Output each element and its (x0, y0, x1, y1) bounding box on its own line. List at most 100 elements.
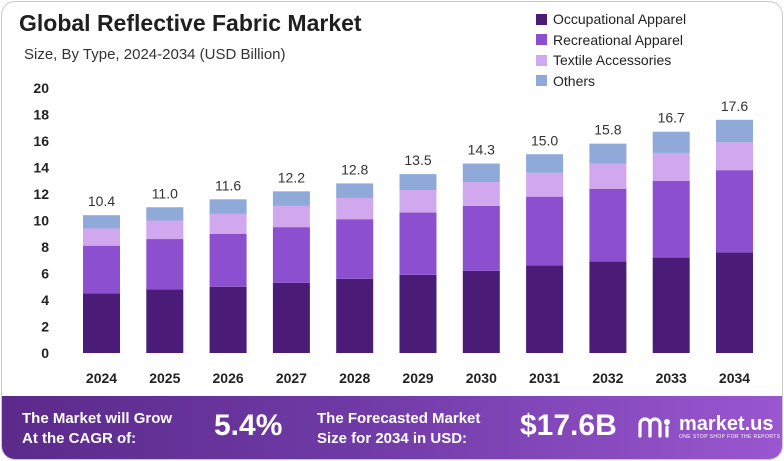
bar-total-label: 17.6 (721, 98, 748, 114)
legend-item-occupational: Occupational Apparel (536, 9, 686, 30)
bar-segment-recreational-apparel (146, 239, 184, 290)
bar-segment-textile-accessories (146, 220, 184, 240)
bar-segment-textile-accessories (272, 205, 310, 228)
bar-total-label: 13.5 (404, 152, 431, 168)
bar-total-label: 15.0 (531, 132, 558, 148)
chart-subtitle: Size, By Type, 2024-2034 (USD Billion) (24, 46, 286, 63)
x-tick-label: 2027 (276, 370, 307, 386)
bar-segment-textile-accessories (209, 213, 247, 234)
chart-title: Global Reflective Fabric Market (19, 10, 362, 36)
legend-swatch-recreational (536, 34, 547, 46)
legend-swatch-textile (536, 54, 547, 66)
legend-item-others: Others (536, 71, 686, 92)
chart-plot: 0 2 4 6 8 10 12 14 16 18 20 10.4 2024 11.0 2025 11.6 202… (33, 80, 753, 386)
x-tick-label: 2033 (656, 370, 687, 386)
bar-segment-occupational-apparel (716, 252, 753, 353)
y-tick-label: 8 (41, 239, 49, 255)
bar-segment-occupational-apparel (209, 286, 247, 353)
brand-tagline: ONE STOP SHOP FOR THE REPORTS (679, 434, 781, 440)
y-tick-label: 14 (33, 160, 49, 176)
x-tick-label: 2026 (213, 370, 244, 386)
bar-total-label: 11.6 (215, 177, 241, 193)
bar-segment-recreational-apparel (652, 180, 690, 258)
legend: Occupational Apparel Recreational Appare… (536, 9, 686, 91)
bar-segment-occupational-apparel (526, 265, 564, 353)
bar-segment-occupational-apparel (146, 289, 184, 353)
cagr-label-line-1: The Market will Grow (22, 410, 173, 427)
bar-total-label: 10.4 (88, 193, 115, 209)
bar-segment-recreational-apparel (589, 188, 627, 262)
y-tick-label: 20 (33, 80, 49, 96)
bar-segment-others (336, 183, 374, 198)
bar-segment-others (399, 174, 437, 191)
bar-total-label: 12.8 (341, 161, 368, 177)
bar-total-label: 14.3 (468, 142, 495, 158)
bar-total-label: 16.7 (658, 110, 685, 126)
brand-name: market.us (679, 413, 774, 435)
cagr-label: The Market will Grow At the CAGR of: (22, 409, 172, 449)
bar-segment-occupational-apparel (652, 257, 690, 353)
bar-segment-recreational-apparel (209, 233, 247, 287)
legend-item-recreational: Recreational Apparel (536, 30, 686, 51)
bar-segment-textile-accessories (83, 228, 120, 246)
bar-segment-others (146, 207, 184, 221)
footer-banner: The Market will Grow At the CAGR of: 5.4… (2, 396, 782, 459)
bar-segment-others (83, 215, 120, 229)
x-tick-label: 2029 (402, 370, 433, 386)
x-tick-label: 2030 (466, 370, 497, 386)
bar-segment-others (462, 163, 500, 183)
y-tick-label: 12 (33, 186, 49, 202)
legend-label: Occupational Apparel (553, 11, 687, 28)
x-tick-label: 2032 (592, 370, 623, 386)
bar-segment-textile-accessories (526, 172, 564, 197)
bar-segment-occupational-apparel (462, 270, 500, 353)
bar-segment-recreational-apparel (83, 245, 120, 294)
bar-segment-occupational-apparel (83, 293, 120, 353)
legend-label: Others (553, 72, 596, 89)
bar-segment-occupational-apparel (336, 278, 374, 353)
legend-swatch-occupational (536, 13, 547, 25)
bar-segment-occupational-apparel (272, 282, 310, 353)
market-us-logo-icon (638, 417, 670, 438)
legend-label: Recreational Apparel (553, 31, 683, 48)
bar-segment-occupational-apparel (589, 261, 627, 353)
x-tick-label: 2028 (339, 370, 370, 386)
bar-segment-recreational-apparel (462, 205, 500, 271)
bar-segment-recreational-apparel (336, 219, 374, 279)
bar-total-label: 12.2 (278, 169, 305, 185)
y-tick-label: 16 (33, 133, 49, 149)
bar-segment-others (526, 154, 564, 173)
forecast-value: $17.6B (520, 409, 617, 442)
y-tick-label: 18 (33, 107, 49, 123)
legend-swatch-others (536, 75, 547, 87)
cagr-label-line-2: At the CAGR of: (22, 430, 137, 447)
cagr-value: 5.4% (214, 409, 283, 442)
bar-total-label: 15.8 (594, 122, 621, 138)
bar-segment-textile-accessories (336, 197, 374, 220)
x-tick-label: 2034 (719, 370, 750, 386)
bar-segment-recreational-apparel (526, 196, 564, 266)
bar-segment-occupational-apparel (399, 274, 437, 353)
bar-segment-recreational-apparel (272, 227, 310, 283)
y-tick-label: 10 (33, 213, 49, 229)
bar-segment-recreational-apparel (399, 212, 437, 275)
y-tick-label: 0 (41, 345, 49, 361)
forecast-label-line-2: Size for 2034 in USD: (317, 430, 468, 447)
bar-total-label: 11.0 (152, 185, 178, 201)
x-tick-label: 2031 (529, 370, 560, 386)
x-tick-label: 2025 (149, 370, 180, 386)
forecast-label: The Forecasted Market Size for 2034 in U… (317, 409, 480, 449)
bar-segment-textile-accessories (652, 152, 690, 181)
bar-segment-textile-accessories (399, 190, 437, 213)
bar-segment-recreational-apparel (716, 170, 753, 253)
brand-logo[interactable]: market.us ONE STOP SHOP FOR THE REPORTS (637, 414, 780, 440)
y-tick-label: 6 (41, 266, 49, 282)
bar-segment-others (209, 199, 247, 214)
bar-segment-others (589, 143, 627, 164)
legend-item-textile: Textile Accessories (536, 50, 686, 71)
y-tick-label: 4 (41, 292, 49, 308)
bar-segment-textile-accessories (462, 182, 500, 206)
bar-segment-others (716, 119, 753, 143)
x-tick-label: 2024 (86, 370, 117, 386)
